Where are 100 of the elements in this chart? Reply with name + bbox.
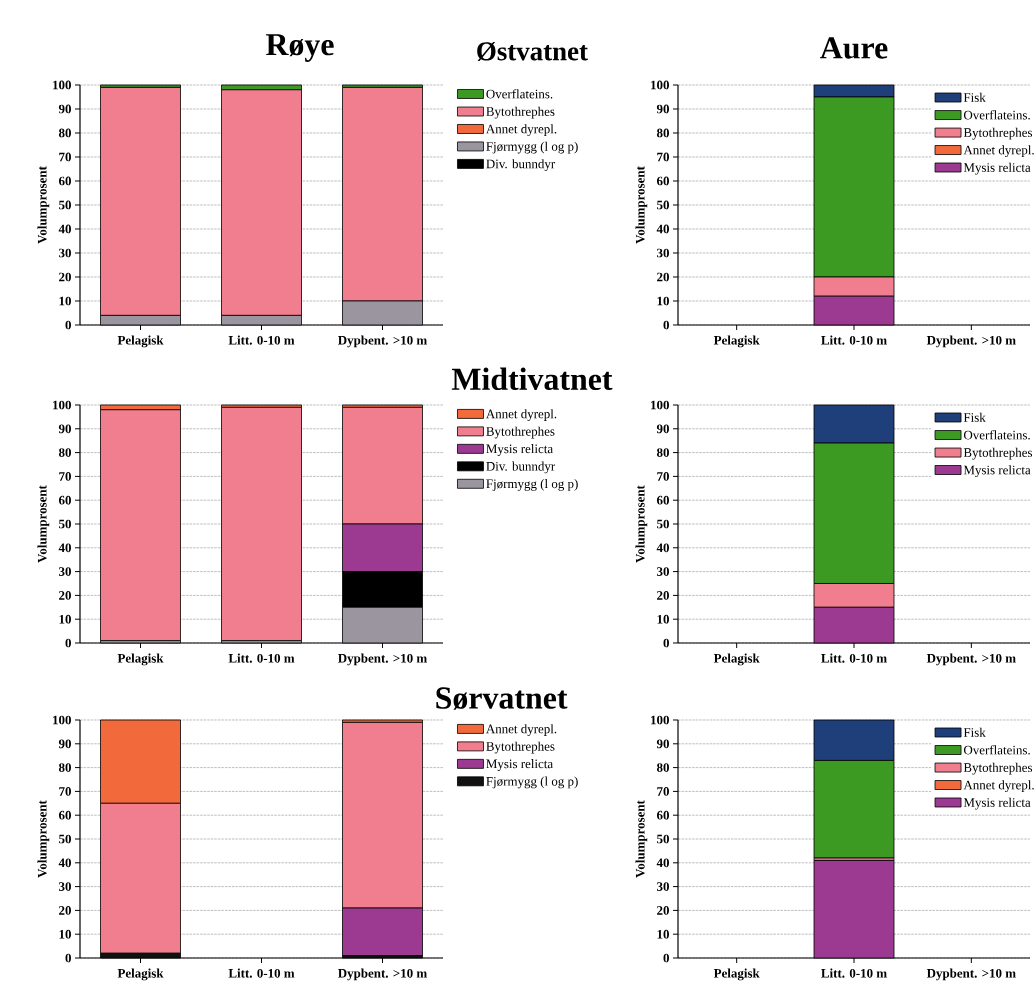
y-tick-label: 70 — [657, 472, 669, 481]
legend-label: Mysis relicta — [486, 759, 553, 771]
y-tick-label: 10 — [59, 614, 71, 624]
x-tick-label: Litt. 0-10 m — [821, 335, 887, 345]
y-tick-label: 20 — [657, 906, 669, 915]
legend-label: Bytothrephes — [963, 127, 1033, 140]
y-tick-label: 80 — [656, 448, 669, 457]
x-tick-label: Litt. 0-10 m — [228, 335, 295, 345]
y-tick-label: 30 — [657, 882, 669, 891]
text: Midtivatnet — [451, 367, 613, 391]
y-tick-label: 60 — [58, 176, 71, 186]
y-axis-title: Volumprosent — [37, 800, 50, 878]
y-tick-label: 30 — [59, 882, 71, 891]
y-tick-label: 40 — [58, 224, 71, 234]
y-tick-label: 90 — [58, 739, 71, 749]
legend-label: Bytothrephes — [963, 762, 1033, 775]
y-tick-label: 0 — [65, 953, 71, 963]
x-tick-label: Litt. 0-10 m — [821, 968, 887, 978]
legend-label: Overflateins. — [486, 89, 553, 99]
y-tick-label: 10 — [657, 614, 669, 624]
y-tick-label: 90 — [656, 424, 669, 434]
y-tick-label: 100 — [53, 400, 71, 410]
y-tick-label: 30 — [657, 248, 669, 258]
text: Østvatnet — [477, 41, 588, 61]
y-tick-label: 50 — [59, 200, 71, 210]
legend-label: Div. bunndyr — [486, 461, 556, 474]
y-tick-label: 30 — [657, 567, 669, 576]
legend-label: Mysis relicta — [963, 162, 1031, 175]
y-tick-label: 40 — [58, 858, 71, 868]
legend-label: Bytothrephes — [963, 447, 1033, 460]
y-tick-label: 100 — [651, 715, 669, 725]
x-tick-label: Dypbent. >10 m — [926, 335, 1016, 348]
legend-label: Annet dyrepl. — [963, 145, 1034, 158]
x-tick-label: Pelagisk — [117, 968, 164, 981]
y-tick-label: 70 — [59, 787, 71, 796]
y-tick-label: 0 — [65, 638, 71, 648]
y-tick-label: 90 — [58, 424, 71, 434]
y-tick-label: 80 — [58, 448, 71, 457]
chart-title: Sørvatnet — [436, 687, 568, 710]
y-tick-label: 50 — [657, 834, 669, 844]
legend-label: Bytothrephes — [486, 106, 555, 119]
y-axis-title: Volumprosent — [37, 166, 50, 244]
y-tick-label: 20 — [657, 591, 669, 600]
y-tick-label: 10 — [657, 929, 669, 939]
y-tick-label: 30 — [59, 567, 71, 576]
x-tick-label: Dypbent. >10 m — [926, 968, 1016, 981]
y-tick-label: 60 — [656, 495, 669, 505]
y-tick-label: 0 — [663, 953, 669, 963]
x-tick-label: Dypbent. >10 m — [338, 335, 427, 348]
x-tick-label: Dypbent. >10 m — [338, 968, 427, 981]
legend-label: Overflateins. — [963, 430, 1030, 440]
legend-label: Annet dyrepl. — [485, 124, 557, 137]
x-tick-label: Dypbent. >10 m — [338, 653, 427, 666]
y-tick-label: 90 — [656, 104, 669, 114]
legend-label: Mysis relicta — [963, 797, 1031, 810]
y-tick-label: 40 — [58, 543, 71, 553]
y-tick-label: 20 — [59, 906, 71, 915]
legend-label: Bytothrephes — [486, 426, 555, 439]
y-tick-label: 50 — [59, 519, 71, 529]
y-tick-label: 60 — [656, 176, 669, 186]
y-tick-label: 70 — [59, 152, 71, 162]
legend-label: Fjørmygg (l og p) — [486, 141, 578, 154]
y-tick-label: 90 — [656, 739, 669, 749]
y-axis-title: Volumprosent — [635, 800, 648, 878]
legend-label: Fjørmygg (l og p) — [486, 776, 578, 789]
legend-label: Bytothrephes — [486, 741, 555, 754]
bar — [221, 406, 302, 642]
y-tick-label: 60 — [656, 810, 669, 820]
chart-title: Aure — [820, 37, 888, 59]
y-tick-label: 50 — [59, 834, 71, 844]
legend-label: Fjørmygg (l og p) — [486, 479, 578, 491]
y-tick-label: 30 — [59, 248, 71, 258]
y-tick-label: 60 — [58, 495, 71, 505]
y-tick-label: 100 — [53, 80, 71, 90]
legend-label: Overflateins. — [963, 745, 1030, 755]
x-tick-label: Pelagisk — [117, 653, 164, 666]
y-tick-label: 0 — [65, 320, 71, 330]
x-tick-label: Pelagisk — [117, 335, 164, 348]
y-tick-label: 80 — [58, 128, 71, 138]
y-tick-label: 20 — [59, 591, 71, 600]
legend-label: Annet dyrepl. — [963, 780, 1034, 793]
legend-label: Fisk — [963, 727, 986, 737]
y-tick-label: 0 — [663, 638, 669, 648]
x-tick-label: Dypbent. >10 m — [926, 653, 1016, 666]
x-tick-label: Pelagisk — [713, 335, 760, 348]
y-tick-label: 100 — [53, 715, 71, 725]
legend-label: Annet dyrepl. — [485, 724, 557, 736]
y-tick-label: 80 — [656, 128, 669, 138]
legend-label: Mysis relicta — [486, 444, 553, 456]
y-tick-label: 20 — [657, 272, 669, 282]
y-tick-label: 40 — [656, 224, 669, 234]
legend-label: Mysis relicta — [963, 465, 1031, 478]
y-tick-label: 80 — [656, 763, 669, 772]
y-tick-label: 0 — [663, 320, 669, 330]
y-tick-label: 50 — [657, 200, 669, 210]
legend-label: Overflateins. — [963, 110, 1030, 120]
y-tick-label: 40 — [656, 543, 669, 553]
y-tick-label: 60 — [58, 810, 71, 820]
y-tick-label: 10 — [657, 296, 669, 306]
x-tick-label: Litt. 0-10 m — [821, 653, 887, 663]
